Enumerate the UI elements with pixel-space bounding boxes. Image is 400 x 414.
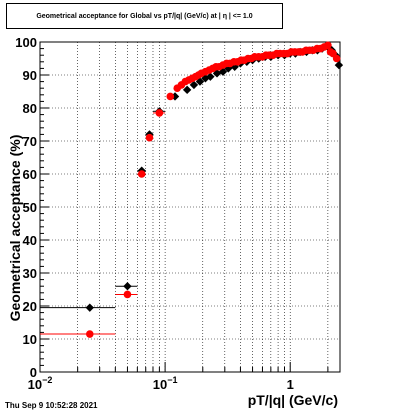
y-tick-label: 0 — [30, 365, 37, 380]
grid-lines — [40, 42, 340, 372]
data-series — [40, 41, 344, 338]
data-point — [145, 133, 154, 142]
series-0 — [40, 42, 344, 312]
series-1 — [40, 41, 341, 338]
data-point — [137, 170, 146, 178]
chart-title-box: Geometrical acceptance for Global vs pT/… — [6, 3, 283, 29]
x-tick-label: 10−1 — [153, 375, 178, 392]
y-tick-label: 90 — [23, 68, 37, 83]
x-axis-label: pT/|q| (GeV/c) — [247, 392, 338, 408]
y-tick-label: 20 — [23, 299, 37, 314]
data-point — [332, 54, 341, 63]
data-point — [85, 303, 94, 312]
data-point — [182, 85, 192, 95]
y-tick-label: 30 — [23, 266, 37, 281]
data-point — [166, 92, 175, 101]
data-point — [189, 80, 199, 90]
data-point — [206, 72, 215, 81]
timestamp: Thu Sep 9 10:52:28 2021 — [5, 401, 98, 410]
tick-marks — [39, 41, 329, 373]
data-point — [155, 109, 164, 117]
data-point — [218, 67, 228, 76]
y-tick-label: 70 — [23, 134, 37, 149]
data-point — [123, 290, 132, 299]
chart-title: Geometrical acceptance for Global vs pT/… — [36, 12, 253, 20]
tick-labels: 0 10 20 30 40 50 60 70 80 90 100 10−2 10−1 1 — [15, 35, 294, 392]
data-point — [85, 330, 94, 338]
y-axis-label: Geometrical acceptance (%) — [7, 134, 23, 322]
y-tick-label: 100 — [15, 35, 37, 50]
y-tick-label: 80 — [23, 101, 37, 116]
data-point — [123, 282, 132, 291]
data-point — [334, 60, 344, 70]
y-tick-label: 50 — [23, 200, 37, 215]
x-tick-label: 1 — [287, 377, 294, 392]
y-tick-label: 60 — [23, 167, 37, 182]
y-tick-label: 40 — [23, 233, 37, 248]
data-point — [324, 41, 332, 50]
y-tick-label: 10 — [23, 332, 37, 347]
x-tick-label: 10−2 — [28, 375, 53, 392]
